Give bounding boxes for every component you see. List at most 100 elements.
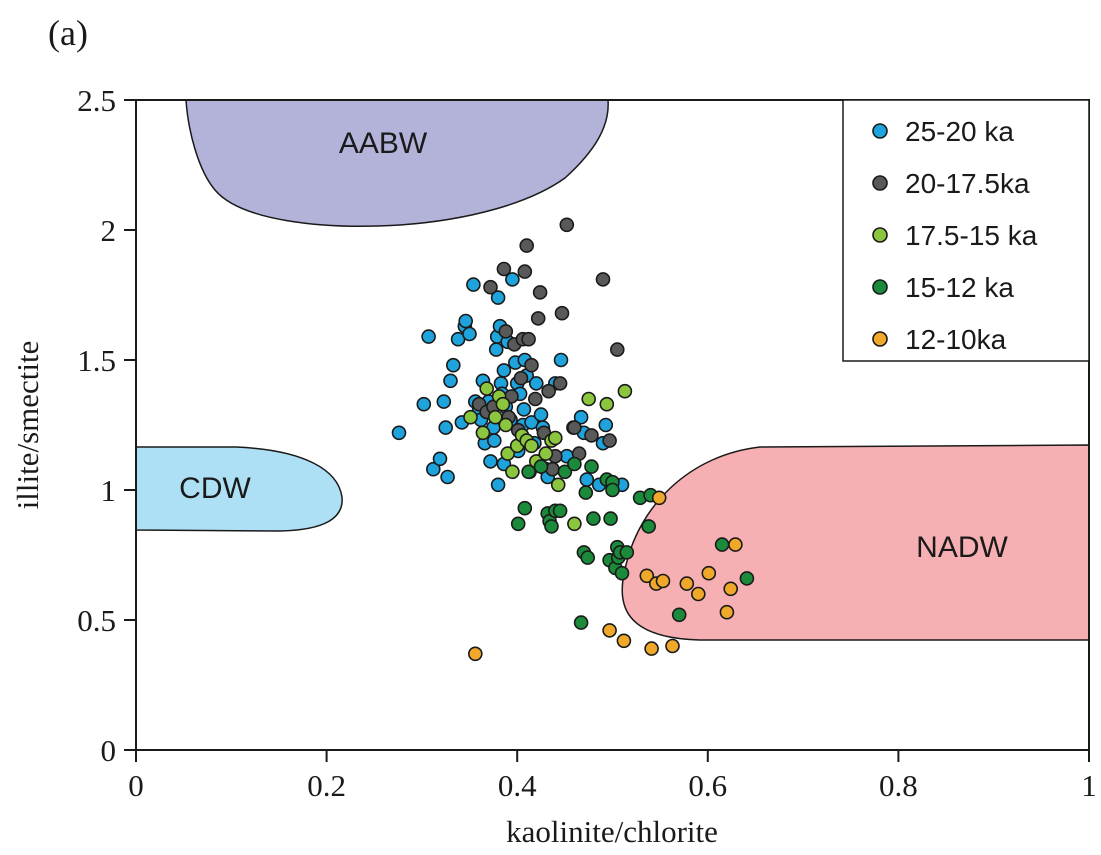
point-20-17-5ka-16 — [529, 393, 542, 406]
point-25-20-ka-4 — [434, 452, 447, 465]
point-12-10ka-4 — [645, 642, 658, 655]
y-tick-label: 0 — [101, 733, 117, 768]
y-axis: 0 0.5 1 1.5 2 2.5 — [77, 83, 136, 768]
point-20-17-5ka-28 — [585, 429, 598, 442]
data-points — [393, 218, 754, 660]
point-17-5-15-ka-14 — [539, 447, 552, 460]
point-17-5-15-ka-16 — [549, 432, 562, 445]
point-20-17-5ka-14 — [522, 333, 535, 346]
point-25-20-ka-49 — [530, 377, 543, 390]
x-axis-label: kaolinite/chlorite — [506, 814, 718, 849]
point-20-17-5ka-17 — [532, 312, 545, 325]
point-15-12-ka-27 — [620, 546, 633, 559]
point-15-12-ka-13 — [579, 486, 592, 499]
point-17-5-15-ka-8 — [506, 465, 519, 478]
point-17-5-15-ka-0 — [464, 411, 477, 424]
region-label-aabw: AABW — [339, 127, 428, 160]
point-25-20-ka-14 — [463, 328, 476, 341]
point-12-10ka-12 — [720, 606, 733, 619]
point-25-20-ka-27 — [492, 478, 505, 491]
legend-label-20-17-5ka: 20-17.5ka — [905, 168, 1030, 199]
legend-marker-12-10ka — [873, 332, 887, 346]
point-25-20-ka-61 — [580, 473, 593, 486]
point-25-20-ka-56 — [555, 354, 568, 367]
point-20-17-5ka-30 — [603, 434, 616, 447]
point-17-5-15-ka-19 — [582, 393, 595, 406]
point-17-5-15-ka-12 — [525, 439, 538, 452]
y-tick-label: 0.5 — [77, 603, 116, 638]
legend-label-12-10ka: 12-10ka — [905, 324, 1007, 355]
legend-marker-20-17-5ka — [873, 176, 887, 190]
x-tick-label: 1 — [1081, 768, 1097, 803]
point-12-10ka-14 — [729, 538, 742, 551]
point-17-5-15-ka-17 — [552, 478, 565, 491]
point-25-20-ka-6 — [439, 421, 452, 434]
point-20-17-5ka-2 — [484, 281, 497, 294]
point-12-10ka-2 — [617, 634, 630, 647]
point-25-20-ka-5 — [437, 395, 450, 408]
point-15-12-ka-15 — [585, 460, 598, 473]
point-15-12-ka-26 — [616, 567, 629, 580]
point-15-12-ka-31 — [673, 608, 686, 621]
legend-label-17-5-15-ka: 17.5-15 ka — [905, 220, 1038, 251]
point-20-17-5ka-10 — [515, 372, 528, 385]
point-20-17-5ka-29 — [597, 273, 610, 286]
point-25-20-ka-24 — [488, 434, 501, 447]
x-tick-label: 0.2 — [307, 768, 346, 803]
point-25-20-ka-51 — [535, 408, 548, 421]
point-15-12-ka-6 — [545, 520, 558, 533]
point-25-20-ka-13 — [459, 315, 472, 328]
legend: 25-20 ka 20-17.5ka 17.5-15 ka 15-12 ka 12-10… — [843, 100, 1089, 361]
point-20-17-5ka-5 — [499, 325, 512, 338]
point-15-12-ka-33 — [740, 572, 753, 585]
x-tick-label: 0.8 — [879, 768, 918, 803]
y-tick-label: 2.5 — [77, 83, 116, 118]
point-15-12-ka-21 — [606, 484, 619, 497]
point-15-12-ka-0 — [512, 517, 525, 530]
point-20-17-5ka-24 — [556, 307, 569, 320]
y-tick-label: 1.5 — [77, 343, 116, 378]
point-20-17-5ka-4 — [497, 263, 510, 276]
point-25-20-ka-2 — [422, 330, 435, 343]
point-15-12-ka-3 — [535, 460, 548, 473]
x-axis: 0 0.2 0.4 0.6 0.8 1 — [128, 750, 1097, 803]
point-17-5-15-ka-6 — [499, 419, 512, 432]
point-25-20-ka-33 — [497, 364, 510, 377]
point-25-20-ka-63 — [599, 419, 612, 432]
point-20-17-5ka-18 — [534, 286, 547, 299]
point-20-17-5ka-15 — [525, 359, 538, 372]
point-25-20-ka-8 — [444, 374, 457, 387]
y-axis-label: illite/smectite — [10, 341, 45, 510]
x-tick-label: 0.4 — [498, 768, 537, 803]
point-12-10ka-1 — [603, 624, 616, 637]
point-12-10ka-6 — [653, 491, 666, 504]
point-17-5-15-ka-2 — [480, 382, 493, 395]
point-25-20-ka-0 — [393, 426, 406, 439]
x-tick-label: 0 — [128, 768, 144, 803]
point-25-20-ka-43 — [517, 403, 530, 416]
point-12-10ka-0 — [469, 647, 482, 660]
point-12-10ka-11 — [702, 567, 715, 580]
point-15-12-ka-19 — [604, 512, 617, 525]
point-17-5-15-ka-1 — [476, 426, 489, 439]
point-25-20-ka-15 — [467, 278, 480, 291]
point-15-12-ka-16 — [587, 512, 600, 525]
point-15-12-ka-8 — [554, 504, 567, 517]
point-25-20-ka-1 — [417, 398, 430, 411]
point-20-17-5ka-31 — [611, 343, 624, 356]
point-12-10ka-13 — [724, 582, 737, 595]
point-25-20-ka-25 — [490, 343, 503, 356]
point-17-5-15-ka-21 — [618, 385, 631, 398]
legend-label-25-20-ka: 25-20 ka — [905, 116, 1014, 147]
point-12-10ka-10 — [692, 588, 705, 601]
point-25-20-ka-9 — [447, 359, 460, 372]
point-15-12-ka-10 — [568, 458, 581, 471]
point-17-5-15-ka-5 — [496, 398, 509, 411]
point-12-10ka-9 — [680, 577, 693, 590]
legend-label-15-12-ka: 15-12 ka — [905, 272, 1014, 303]
point-20-17-5ka-20 — [542, 385, 555, 398]
legend-marker-15-12-ka — [873, 280, 887, 294]
region-label-cdw: CDW — [179, 472, 251, 505]
point-17-5-15-ka-18 — [568, 517, 581, 530]
